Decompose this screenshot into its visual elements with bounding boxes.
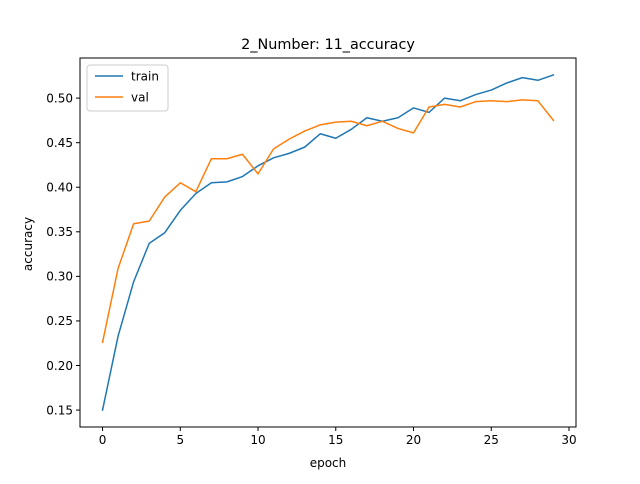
- x-axis-label: epoch: [310, 456, 347, 470]
- x-tick-label: 10: [250, 433, 265, 447]
- series-line-val: [101, 99, 555, 344]
- legend-label-val: val: [131, 91, 149, 105]
- x-tick-label: 25: [484, 433, 499, 447]
- plot-frame: [79, 57, 577, 428]
- series-lines: [101, 73, 555, 411]
- x-tick-label: 5: [176, 433, 184, 447]
- x-tick-label: 30: [561, 433, 576, 447]
- x-tick-label: 0: [99, 433, 107, 447]
- y-tick-label: 0.25: [46, 314, 73, 328]
- legend: train val: [86, 64, 169, 112]
- y-tick-label: 0.50: [46, 91, 73, 105]
- y-axis-label: accuracy: [21, 217, 35, 271]
- y-tick-label: 0.20: [46, 359, 73, 373]
- x-tick-label: 20: [406, 433, 421, 447]
- y-tick-label: 0.15: [46, 403, 73, 417]
- axis-ticks: 0 5 10 15 20 25 30 0.15 0.20 0.25 0.30 0.35 0.40 0.45…: [46, 91, 576, 447]
- chart-title: 2_Number: 11_accuracy: [241, 37, 415, 53]
- y-tick-label: 0.35: [46, 225, 73, 239]
- y-tick-label: 0.40: [46, 181, 73, 195]
- series-line-train: [101, 73, 555, 411]
- y-tick-label: 0.30: [46, 270, 73, 284]
- legend-label-train: train: [131, 70, 159, 84]
- y-tick-label: 0.45: [46, 136, 73, 150]
- x-tick-label: 15: [328, 433, 343, 447]
